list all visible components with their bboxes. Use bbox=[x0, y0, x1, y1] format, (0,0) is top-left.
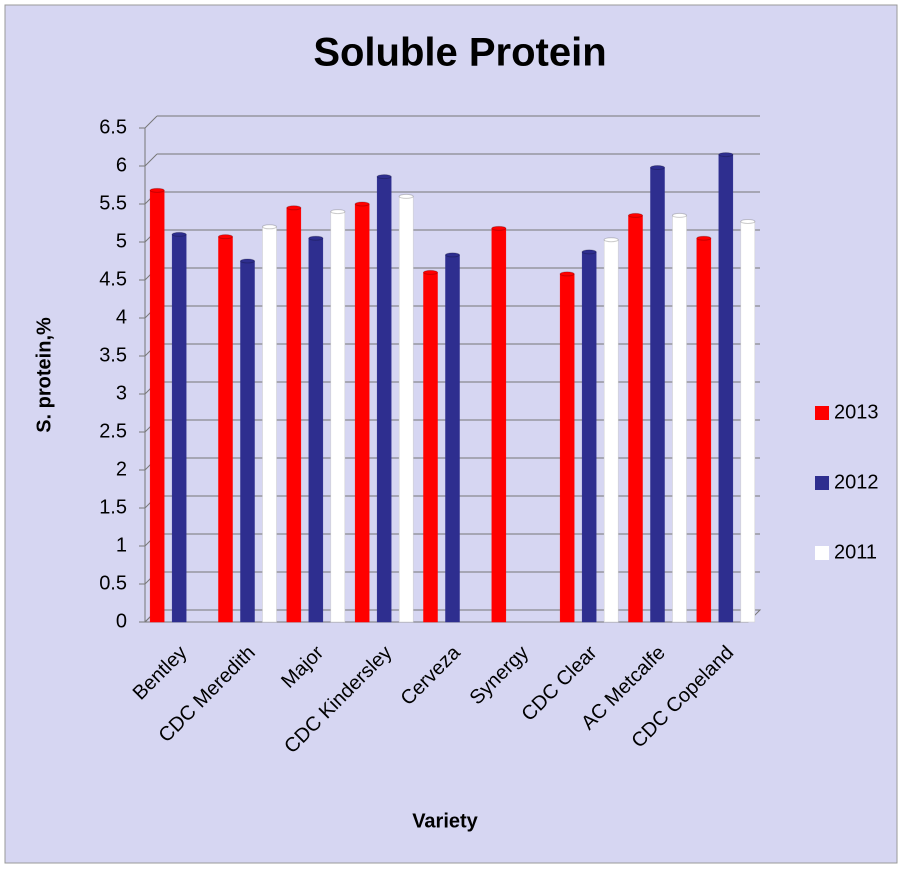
bar bbox=[354, 203, 370, 623]
bar-top bbox=[330, 209, 346, 215]
y-tick-label: 1 bbox=[116, 534, 127, 556]
bar-top bbox=[628, 212, 643, 218]
grid-line bbox=[144, 115, 158, 129]
bar bbox=[149, 190, 165, 623]
bar bbox=[240, 260, 255, 623]
bar-top bbox=[672, 212, 687, 218]
bar-top bbox=[240, 258, 255, 264]
legend-swatch bbox=[815, 546, 829, 560]
y-axis-label: S. protein,% bbox=[33, 317, 55, 433]
y-tick-label: 2.5 bbox=[99, 420, 127, 442]
y-tick-label: 6 bbox=[116, 154, 127, 176]
bar-top bbox=[491, 225, 507, 231]
legend-swatch bbox=[815, 406, 829, 420]
bar-top bbox=[218, 234, 233, 240]
y-tick-label: 3 bbox=[116, 382, 127, 404]
y-tick-label: 5.5 bbox=[99, 192, 127, 214]
bar-top bbox=[696, 235, 712, 241]
bar-top bbox=[376, 174, 392, 180]
y-tick-label: 2 bbox=[116, 458, 127, 480]
bar bbox=[740, 221, 756, 623]
bar bbox=[603, 239, 619, 623]
bar-top bbox=[423, 269, 438, 275]
y-tick-label: 3.5 bbox=[99, 344, 127, 366]
bar-top bbox=[262, 224, 277, 230]
legend-label: 2013 bbox=[834, 401, 879, 423]
bar-top bbox=[603, 237, 619, 243]
bar bbox=[559, 273, 575, 623]
bar bbox=[628, 215, 643, 623]
bar-top bbox=[445, 252, 460, 258]
bar-top bbox=[740, 218, 756, 224]
bar bbox=[286, 207, 302, 623]
legend-label: 2012 bbox=[834, 471, 879, 493]
bar bbox=[672, 215, 687, 623]
bar-top bbox=[308, 235, 324, 241]
bar bbox=[171, 234, 187, 623]
bar bbox=[398, 196, 414, 623]
legend-label: 2011 bbox=[834, 541, 877, 563]
y-tick-label: 4 bbox=[116, 306, 127, 328]
bar bbox=[330, 211, 346, 623]
bar-top bbox=[581, 249, 597, 255]
bar-top bbox=[171, 231, 187, 237]
bar bbox=[650, 167, 665, 623]
bar bbox=[376, 176, 392, 623]
bar bbox=[308, 237, 324, 623]
bar bbox=[445, 254, 460, 623]
legend-swatch bbox=[815, 476, 829, 490]
bar bbox=[218, 236, 233, 623]
bar bbox=[581, 251, 597, 623]
bar bbox=[423, 272, 438, 623]
y-tick-label: 4.5 bbox=[99, 268, 127, 290]
bar-top bbox=[398, 193, 414, 199]
bar-top bbox=[354, 201, 370, 207]
grid-line bbox=[144, 153, 158, 167]
bar bbox=[696, 237, 712, 623]
bar bbox=[262, 226, 277, 623]
chart-title: Soluble Protein bbox=[313, 31, 606, 75]
bar-top bbox=[559, 271, 575, 277]
y-tick-label: 5 bbox=[116, 230, 127, 252]
y-tick-label: 0.5 bbox=[99, 572, 127, 594]
bar-top bbox=[286, 205, 302, 211]
bar-top bbox=[149, 187, 165, 193]
y-tick-label: 0 bbox=[116, 610, 127, 632]
bar-top bbox=[650, 165, 665, 171]
x-axis-label: Variety bbox=[412, 810, 478, 832]
bar bbox=[718, 154, 734, 623]
bar-top bbox=[718, 152, 734, 158]
y-tick-label: 6.5 bbox=[99, 116, 127, 138]
y-tick-label: 1.5 bbox=[99, 496, 127, 518]
bar bbox=[491, 228, 507, 623]
